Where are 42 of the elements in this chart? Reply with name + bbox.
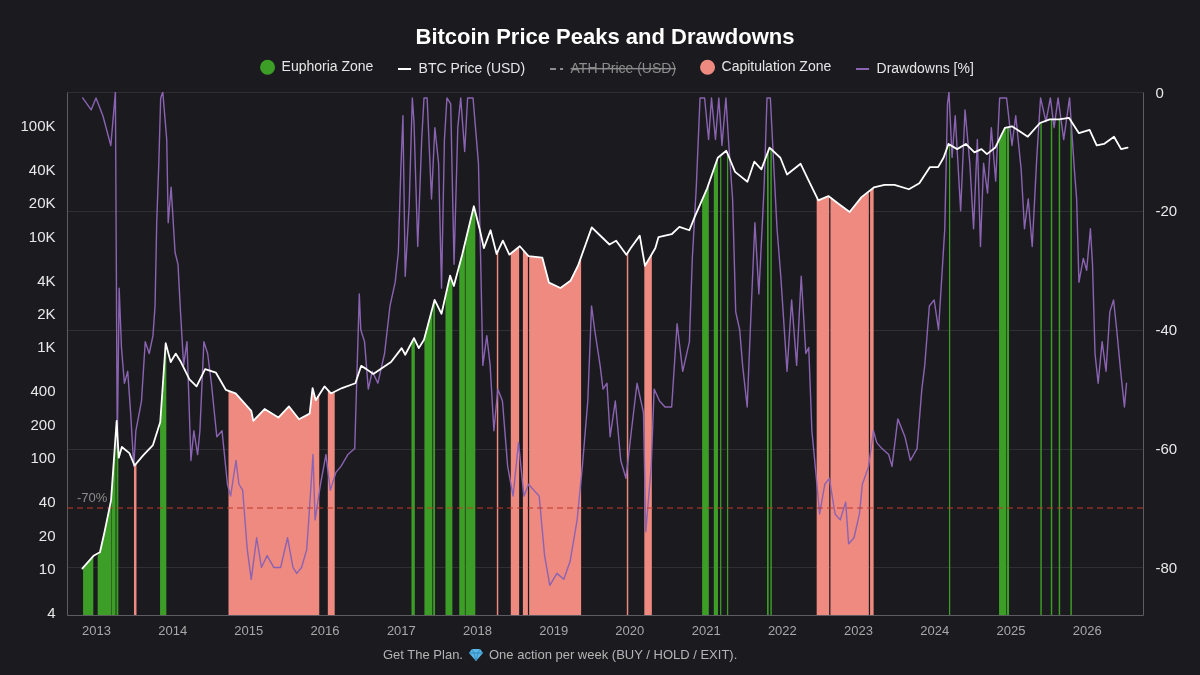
y-tick-label: 4: [47, 604, 56, 622]
x-tick-label: 2025: [996, 622, 1026, 638]
legend-label: BTC Price (USD): [418, 60, 526, 76]
y-tick-label: 2K: [37, 305, 56, 323]
y-tick-label: 10: [38, 559, 56, 577]
y-tick-label: 400: [30, 382, 56, 400]
x-tick-label: 2018: [463, 622, 492, 638]
x-tick-label: 2014: [158, 622, 188, 638]
legend-label: Euphoria Zone: [281, 58, 374, 75]
x-tick-label: 2015: [234, 622, 264, 638]
y2-tick-label: -80: [1155, 558, 1178, 576]
x-tick-label: 2019: [539, 622, 569, 638]
x-tick-label: 2020: [615, 622, 645, 638]
y-tick-label: 40K: [28, 160, 56, 178]
y2-tick-label: -60: [1155, 440, 1178, 458]
x-tick-label: 2016: [310, 622, 340, 638]
y2-tick-label: -40: [1155, 321, 1178, 339]
text: Get The Plan.: [383, 647, 463, 662]
text: One action per week (BUY / HOLD / EXIT).: [488, 647, 738, 662]
y-tick-label: 100: [30, 449, 56, 467]
y-tick-label: 40: [38, 493, 56, 511]
x-tick-label: 2021: [691, 622, 721, 638]
y-tick-label: 1K: [37, 338, 56, 356]
chart-title: Bitcoin Price Peaks and Drawdowns: [415, 24, 795, 49]
y-tick-label: 20K: [28, 194, 56, 212]
y-tick-label: 20: [38, 526, 56, 544]
x-tick-label: 2024: [920, 622, 950, 638]
y-tick-label: 4K: [37, 271, 56, 289]
y-tick-label: 100K: [20, 116, 56, 134]
legend-label: Drawdowns [%]: [876, 60, 974, 76]
x-tick-label: 2026: [1072, 622, 1102, 638]
y-tick-label: 200: [30, 415, 56, 433]
x-tick-label: 2017: [386, 622, 416, 638]
y-tick-label: 10K: [28, 227, 56, 245]
x-tick-label: 2013: [82, 622, 111, 638]
x-tick-label: 2023: [844, 622, 873, 638]
y2-tick-label: 0: [1155, 83, 1164, 101]
y2-tick-label: -20: [1155, 202, 1178, 220]
legend-label: ATH Price (USD): [570, 60, 677, 76]
x-tick-label: 2022: [767, 622, 797, 638]
legend-label: Capitulation Zone: [721, 58, 832, 75]
ref-line-label: -70%: [77, 490, 108, 506]
